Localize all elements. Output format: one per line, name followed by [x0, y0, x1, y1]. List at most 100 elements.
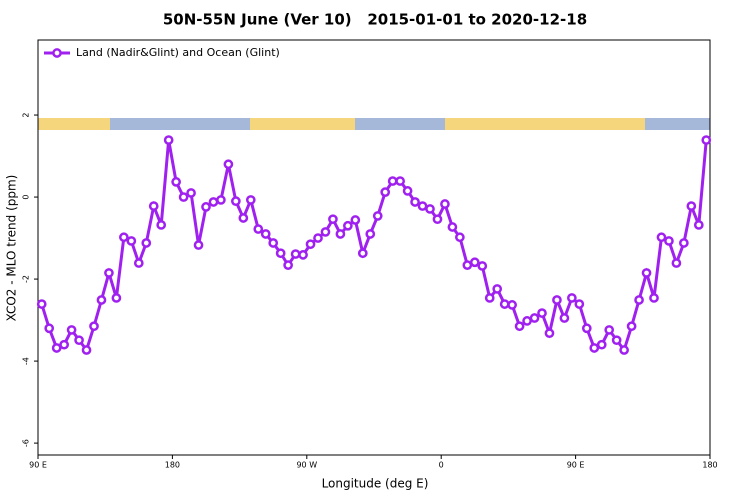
- data-point: [178, 192, 189, 202]
- data-point: [44, 323, 55, 334]
- data-point: [59, 339, 69, 350]
- data-point: [335, 229, 346, 239]
- data-point: [402, 186, 413, 196]
- y-tick-label: -2: [22, 275, 31, 283]
- data-point: [372, 211, 383, 221]
- data-point: [477, 261, 488, 271]
- data-point: [305, 239, 316, 250]
- data-point: [514, 321, 525, 332]
- land-ocean-strip: [38, 118, 710, 130]
- data-point: [686, 201, 697, 211]
- legend-marker: [52, 48, 62, 58]
- data-point: [380, 187, 391, 197]
- ocean-band: [110, 118, 250, 130]
- data-point: [328, 214, 338, 225]
- data-point: [141, 238, 152, 248]
- data-point: [701, 135, 712, 145]
- series-line: [40, 139, 708, 354]
- data-point: [201, 202, 211, 212]
- data-point: [171, 177, 181, 187]
- data-point: [574, 299, 585, 309]
- data-point: [260, 229, 271, 239]
- data-point: [313, 233, 323, 243]
- data-point: [484, 293, 495, 303]
- data-point: [104, 268, 114, 278]
- data-point: [522, 316, 532, 326]
- data-point: [357, 248, 368, 259]
- data-point: [268, 238, 279, 248]
- data-point: [469, 257, 480, 268]
- y-tick-label: 2: [22, 112, 31, 117]
- data-point: [492, 284, 503, 294]
- x-tick-label: 90 E: [29, 461, 47, 470]
- data-point: [447, 222, 458, 232]
- x-axis-label: Longitude (deg E): [322, 477, 429, 491]
- x-tick-label: 90 W: [296, 461, 317, 470]
- data-point: [656, 232, 667, 243]
- chart-title: 50N-55N June (Ver 10) 2015-01-01 to 2020…: [163, 11, 587, 29]
- data-point: [604, 325, 615, 335]
- data-point: [544, 328, 555, 339]
- data-point: [231, 196, 241, 207]
- land-band: [445, 118, 645, 130]
- data-point: [664, 236, 674, 246]
- data-point: [343, 220, 353, 231]
- data-point: [567, 293, 577, 303]
- data-point: [589, 343, 600, 353]
- data-point: [626, 321, 637, 332]
- x-tick-label: 180: [165, 461, 180, 470]
- data-point: [253, 224, 264, 234]
- data-point: [81, 345, 92, 355]
- ocean-band: [355, 118, 445, 130]
- data-point: [193, 240, 204, 250]
- y-axis-label: XCO2 - MLO trend (ppm): [5, 175, 19, 322]
- data-point: [223, 159, 234, 170]
- data-point: [66, 325, 77, 335]
- data-point: [148, 201, 159, 211]
- data-point: [499, 299, 510, 309]
- data-point: [417, 201, 428, 211]
- data-point: [455, 232, 465, 243]
- data-point: [537, 308, 547, 318]
- data-point: [596, 339, 607, 350]
- data-point: [275, 248, 286, 259]
- x-tick-label: 90 E: [567, 461, 585, 470]
- data-point: [186, 188, 196, 198]
- data-point: [51, 343, 62, 353]
- data-point: [36, 299, 47, 309]
- data-point: [649, 293, 659, 303]
- data-point: [126, 236, 137, 246]
- data-point: [96, 295, 107, 305]
- data-point: [74, 335, 84, 346]
- x-tick-label: 180: [702, 461, 717, 470]
- land-band: [38, 118, 110, 130]
- y-tick-label: -4: [22, 357, 31, 365]
- data-point: [611, 335, 622, 346]
- y-tick-label: -6: [22, 439, 31, 447]
- land-band: [250, 118, 355, 130]
- data-point: [238, 213, 249, 223]
- data-point: [290, 249, 301, 259]
- data-point: [156, 220, 167, 230]
- data-point: [671, 258, 682, 268]
- data-point: [133, 258, 144, 268]
- data-point: [320, 227, 331, 237]
- plot-frame: [37, 39, 711, 456]
- data-point: [365, 229, 376, 239]
- data-point: [387, 176, 398, 186]
- data-point: [119, 232, 129, 243]
- data-point: [432, 214, 443, 225]
- data-point: [679, 238, 689, 248]
- data-point: [440, 199, 450, 209]
- data-point: [410, 197, 420, 207]
- data-point: [350, 215, 361, 225]
- data-point: [208, 197, 219, 207]
- legend-label: Land (Nadir&Glint) and Ocean (Glint): [76, 46, 280, 59]
- data-point: [529, 313, 540, 323]
- data-point: [111, 293, 122, 303]
- data-point: [581, 323, 592, 334]
- data-point: [552, 295, 562, 305]
- data-point: [507, 300, 517, 310]
- data-point: [559, 313, 570, 323]
